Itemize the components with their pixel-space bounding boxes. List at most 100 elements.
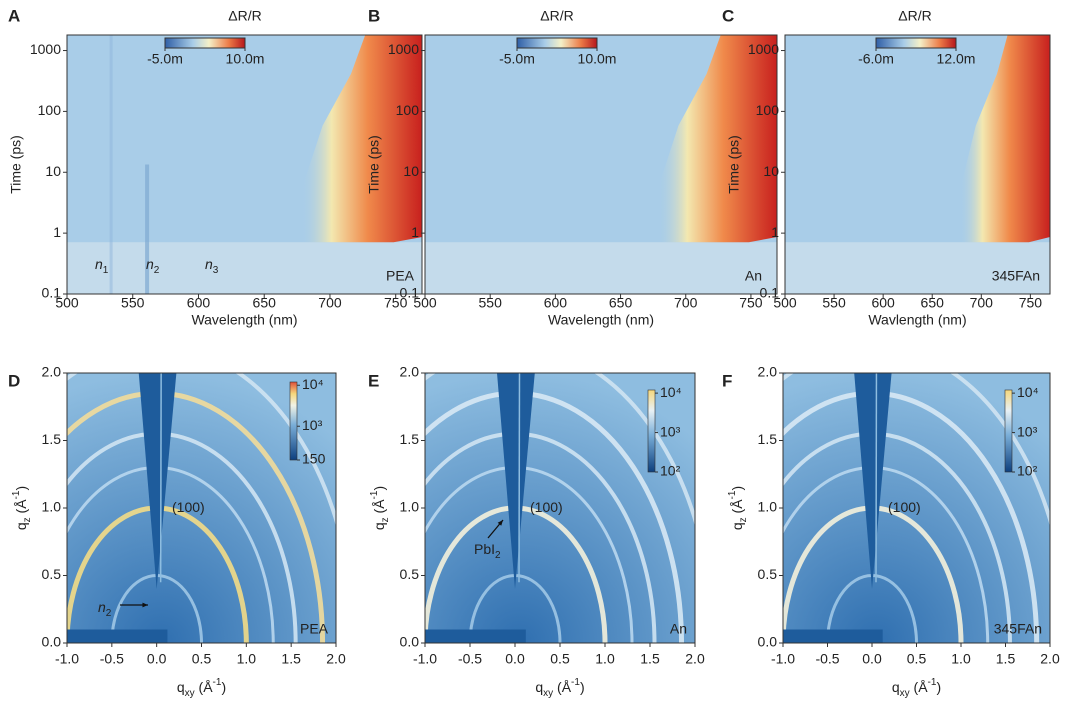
annotation: (100) <box>888 499 921 515</box>
signal-region <box>959 35 1050 243</box>
annotation: n1 <box>95 256 109 276</box>
text-part: (Å <box>13 499 29 518</box>
panel-letter: E <box>368 371 379 390</box>
n-phase-streak <box>145 164 150 294</box>
y-tick-label: 0.5 <box>42 566 62 582</box>
x-tick-label: 0.5 <box>192 651 212 667</box>
x-axis-label: Wavlength (nm) <box>868 312 966 328</box>
annotation: n3 <box>205 256 219 276</box>
x-tick-label: 1.5 <box>996 651 1016 667</box>
x-tick-label: -1.0 <box>413 651 437 667</box>
text-part: 3 <box>213 265 219 276</box>
y-tick-label: 1.5 <box>758 431 778 447</box>
panel-letter: C <box>722 6 734 25</box>
x-tick-label: 550 <box>822 295 846 311</box>
annotation: n2 <box>98 599 112 619</box>
colorbar-tick-label: -5.0m <box>499 51 535 67</box>
y-tick-label: 0.5 <box>400 566 420 582</box>
y-tick-label: 1.5 <box>400 431 420 447</box>
text-part: (Å <box>371 499 387 518</box>
sample-label: 345FAn <box>992 268 1040 284</box>
text-part: (100) <box>172 499 205 515</box>
text-part: n <box>98 599 106 615</box>
x-tick-label: 600 <box>187 295 211 311</box>
sample-label: PEA <box>300 621 329 637</box>
y-tick-label: 0.0 <box>400 634 420 650</box>
y-tick-label: 1 <box>771 224 779 240</box>
colorbar-tick-label: 10³ <box>660 423 681 439</box>
scattering-image <box>67 373 336 643</box>
horizon-strip <box>67 629 168 643</box>
x-tick-label: 2.0 <box>326 651 346 667</box>
text-part: (Å <box>553 679 572 695</box>
y-tick-label: 1 <box>411 224 419 240</box>
panel-letter: F <box>722 371 732 390</box>
x-tick-label: -1.0 <box>55 651 79 667</box>
text-part: q <box>535 679 543 695</box>
y-tick-label: 10 <box>45 163 61 179</box>
text-part: ) <box>936 679 941 695</box>
x-tick-label: 1.0 <box>951 651 971 667</box>
y-tick-label: 10 <box>403 163 419 179</box>
text-part: ) <box>221 679 226 695</box>
text-part: ) <box>371 486 387 491</box>
colorbar-tick-label: 10.0m <box>578 51 617 67</box>
heatmap-image <box>425 35 777 294</box>
wedge-gap <box>518 373 521 583</box>
x-tick-label: 0.5 <box>550 651 570 667</box>
signal-region <box>657 35 777 243</box>
y-tick-label: 0.0 <box>758 634 778 650</box>
y-tick-label: 1000 <box>30 41 61 57</box>
annotation: n2 <box>146 256 160 276</box>
frame <box>424 34 778 295</box>
frame <box>784 34 1051 295</box>
y-tick-label: 0.5 <box>758 566 778 582</box>
y-tick-label: 1 <box>53 224 61 240</box>
image-layer <box>67 373 336 643</box>
text-part: q <box>177 679 185 695</box>
heatmap-image <box>785 35 1050 294</box>
x-tick-label: -0.5 <box>458 651 482 667</box>
x-axis-label: Wavelength (nm) <box>548 312 654 328</box>
colorbar <box>164 37 246 49</box>
colorbar <box>516 37 598 49</box>
heatmap-image <box>67 35 422 294</box>
x-tick-label: 700 <box>970 295 994 311</box>
y-tick-label: 10 <box>763 163 779 179</box>
x-tick-label: 1.5 <box>281 651 301 667</box>
text-part: -1 <box>213 677 222 688</box>
text-part: (Å <box>195 679 214 695</box>
text-part: q <box>892 679 900 695</box>
y-tick-label: 2.0 <box>400 364 420 380</box>
y-tick-label: 1.0 <box>400 499 420 515</box>
diffraction-ring <box>783 373 1050 527</box>
text-part: (100) <box>530 499 563 515</box>
y-tick-label: 1.5 <box>42 431 62 447</box>
early-time-band <box>67 242 422 294</box>
text-part: -1 <box>11 490 22 499</box>
y-tick-label: 2.0 <box>758 364 778 380</box>
signal-region <box>301 35 422 243</box>
sample-label: 345FAn <box>994 621 1042 637</box>
x-tick-label: -0.5 <box>100 651 124 667</box>
early-time-band <box>425 242 777 294</box>
x-tick-label: 650 <box>253 295 277 311</box>
panel-letter: A <box>8 6 20 25</box>
x-tick-label: 700 <box>674 295 698 311</box>
x-tick-label: 0.5 <box>907 651 927 667</box>
x-tick-label: 1.5 <box>640 651 660 667</box>
text-part: xy <box>900 688 910 699</box>
colorbar-tick-label: 10² <box>660 463 681 479</box>
text-part: ) <box>729 486 745 491</box>
x-tick-label: 500 <box>413 295 437 311</box>
text-part: xy <box>185 688 195 699</box>
x-tick-label: -0.5 <box>815 651 839 667</box>
y-tick-label: 1000 <box>388 41 419 57</box>
frame <box>66 34 423 295</box>
x-axis-label: qxy (Å-1) <box>177 677 226 699</box>
horizon-strip <box>425 629 526 643</box>
x-tick-label: 650 <box>921 295 945 311</box>
diffraction-ring <box>67 373 336 528</box>
colorbar-tick-label: 150 <box>302 451 326 467</box>
text-part: -1 <box>369 490 380 499</box>
